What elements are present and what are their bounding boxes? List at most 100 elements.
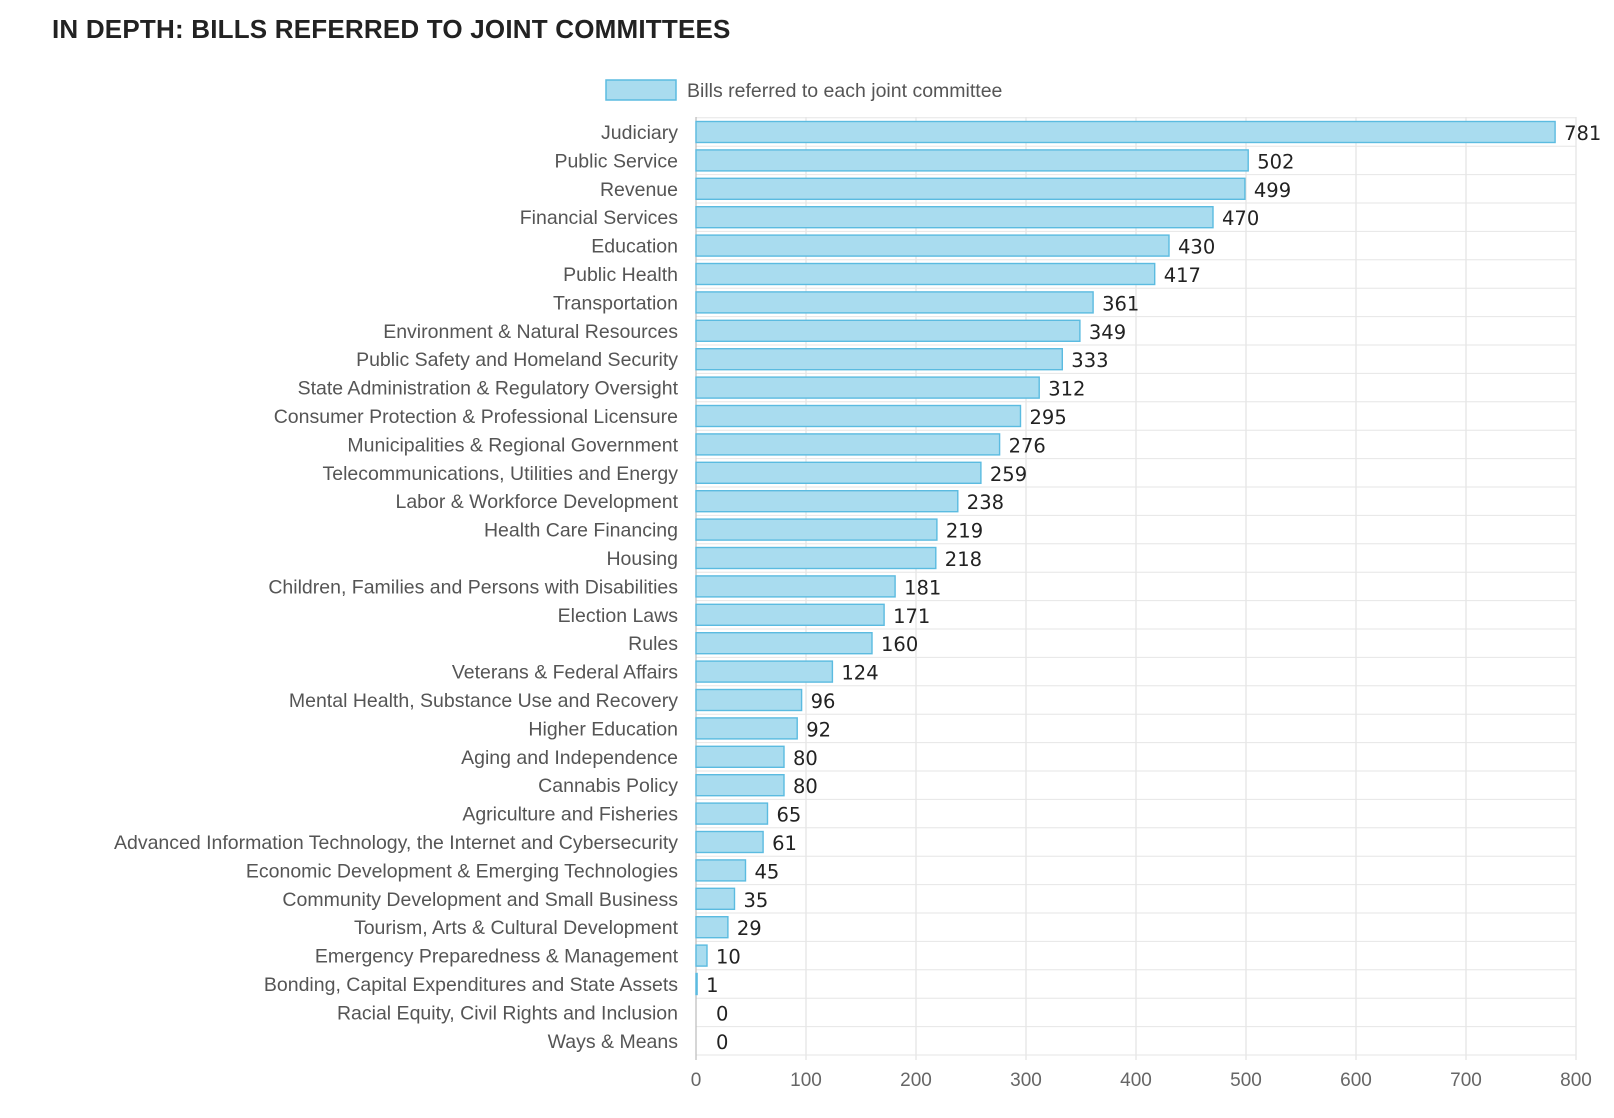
bar[interactable] — [695, 859, 747, 882]
category-label: Mental Health, Substance Use and Recover… — [289, 690, 678, 712]
legend-swatch[interactable] — [605, 79, 677, 101]
bar[interactable] — [695, 632, 873, 655]
category-label: Agriculture and Fisheries — [462, 804, 678, 826]
value-label: 470 — [1222, 207, 1259, 230]
x-tick-label: 600 — [1340, 1070, 1372, 1091]
category-label: Education — [591, 236, 678, 258]
bar[interactable] — [695, 291, 1094, 314]
value-label: 295 — [1030, 406, 1067, 429]
category-label: Public Service — [554, 150, 678, 172]
value-label: 160 — [881, 633, 918, 656]
bar[interactable] — [695, 575, 896, 598]
bar[interactable] — [695, 120, 1556, 144]
bar[interactable] — [695, 376, 1040, 399]
value-label: 92 — [806, 718, 831, 741]
category-label: Housing — [606, 548, 678, 570]
chart-legend: Bills referred to each joint committee — [605, 79, 1002, 102]
bar[interactable] — [695, 660, 834, 683]
category-label: Higher Education — [528, 718, 678, 740]
bar[interactable] — [695, 546, 937, 570]
bar[interactable] — [695, 717, 798, 740]
bar[interactable] — [695, 774, 785, 797]
value-label: 124 — [841, 662, 878, 685]
bar[interactable] — [695, 234, 1170, 257]
value-label: 361 — [1102, 292, 1139, 315]
x-tick-label: 300 — [1010, 1070, 1042, 1091]
category-label: State Administration & Regulatory Oversi… — [298, 378, 679, 400]
bar[interactable] — [695, 944, 708, 967]
value-label: 45 — [755, 860, 780, 883]
bar[interactable] — [695, 490, 959, 513]
value-label: 0 — [716, 1031, 728, 1054]
bar[interactable] — [695, 688, 803, 712]
category-label: Environment & Natural Resources — [383, 321, 678, 343]
bar[interactable] — [695, 916, 729, 939]
value-label: 35 — [744, 889, 769, 912]
x-axis-ticks: 0 100 200 300 400 500 600 700 800 — [691, 1070, 1592, 1091]
value-label: 259 — [990, 463, 1027, 486]
x-tick-label: 200 — [900, 1070, 932, 1091]
x-tick-label: 400 — [1120, 1070, 1152, 1091]
value-label: 0 — [716, 1002, 728, 1025]
x-tick-label: 500 — [1230, 1070, 1262, 1091]
value-label: 238 — [967, 491, 1004, 514]
bars — [695, 120, 1556, 996]
value-label: 29 — [737, 917, 762, 940]
bar[interactable] — [695, 404, 1022, 428]
category-label: Judiciary — [601, 122, 678, 144]
value-label: 333 — [1071, 349, 1108, 372]
legend-label: Bills referred to each joint committee — [687, 80, 1002, 102]
bar[interactable] — [695, 887, 736, 910]
value-label: 781 — [1564, 122, 1601, 145]
bar[interactable] — [695, 802, 769, 825]
bar[interactable] — [695, 461, 982, 484]
bar[interactable] — [695, 518, 938, 541]
value-label: 65 — [777, 804, 802, 827]
value-label: 218 — [945, 548, 982, 571]
bar[interactable] — [695, 177, 1246, 201]
page-title: IN DEPTH: BILLS REFERRED TO JOINT COMMIT… — [52, 14, 731, 44]
value-label: 312 — [1048, 378, 1085, 401]
value-label: 417 — [1164, 264, 1201, 287]
bar[interactable] — [695, 972, 698, 996]
x-tick-label: 100 — [790, 1070, 822, 1091]
category-label: Community Development and Small Business — [282, 889, 678, 911]
category-label: Public Health — [563, 264, 678, 286]
bar[interactable] — [695, 205, 1214, 229]
x-tick-label: 0 — [691, 1070, 702, 1091]
bar[interactable] — [695, 319, 1081, 342]
value-label: 10 — [716, 946, 741, 969]
category-label: Cannabis Policy — [538, 775, 678, 797]
category-label: Consumer Protection & Professional Licen… — [274, 406, 678, 428]
category-label: Economic Development & Emerging Technolo… — [246, 860, 678, 882]
category-label: Aging and Independence — [461, 747, 678, 769]
bar[interactable] — [695, 433, 1001, 456]
category-label: Labor & Workforce Development — [395, 491, 678, 513]
category-label: Racial Equity, Civil Rights and Inclusio… — [337, 1002, 678, 1024]
value-label: 181 — [904, 576, 941, 599]
bar[interactable] — [695, 603, 885, 626]
value-label: 349 — [1089, 321, 1126, 344]
category-label: Transportation — [553, 292, 678, 314]
value-labels: 781 502 499 470 430 417 361 349 333 312 295 276 259 2… — [706, 122, 1601, 1054]
category-label: Public Safety and Homeland Security — [356, 349, 678, 371]
value-label: 499 — [1254, 179, 1291, 202]
bar[interactable] — [695, 262, 1156, 286]
category-label: Telecommunications, Utilities and Energy — [323, 463, 679, 485]
value-label: 1 — [706, 974, 718, 997]
bar[interactable] — [695, 149, 1249, 172]
category-label: Ways & Means — [548, 1031, 679, 1053]
bar[interactable] — [695, 745, 785, 768]
category-label: Election Laws — [558, 605, 679, 627]
value-label: 96 — [811, 690, 836, 713]
bar[interactable] — [695, 348, 1063, 371]
category-label: Financial Services — [520, 207, 678, 229]
value-label: 276 — [1009, 434, 1046, 457]
category-label: Tourism, Arts & Cultural Development — [354, 917, 679, 939]
value-label: 80 — [793, 775, 818, 798]
category-labels: Judiciary Public Service Revenue Financial … — [114, 122, 679, 1053]
bar[interactable] — [695, 830, 764, 854]
value-label: 171 — [893, 605, 930, 628]
category-label: Revenue — [600, 179, 678, 201]
